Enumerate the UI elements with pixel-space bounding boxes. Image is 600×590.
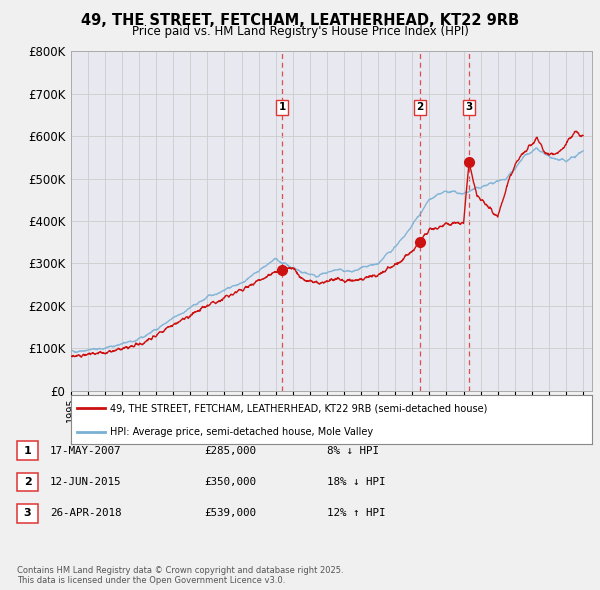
Text: 12% ↑ HPI: 12% ↑ HPI xyxy=(327,509,386,518)
Text: 3: 3 xyxy=(24,509,31,518)
Text: 49, THE STREET, FETCHAM, LEATHERHEAD, KT22 9RB: 49, THE STREET, FETCHAM, LEATHERHEAD, KT… xyxy=(81,13,519,28)
Text: 1: 1 xyxy=(24,446,31,455)
Text: 17-MAY-2007: 17-MAY-2007 xyxy=(50,446,121,455)
Text: 26-APR-2018: 26-APR-2018 xyxy=(50,509,121,518)
Text: HPI: Average price, semi-detached house, Mole Valley: HPI: Average price, semi-detached house,… xyxy=(110,427,373,437)
Text: Contains HM Land Registry data © Crown copyright and database right 2025.
This d: Contains HM Land Registry data © Crown c… xyxy=(17,566,343,585)
Text: 3: 3 xyxy=(466,102,473,112)
Text: 49, THE STREET, FETCHAM, LEATHERHEAD, KT22 9RB (semi-detached house): 49, THE STREET, FETCHAM, LEATHERHEAD, KT… xyxy=(110,404,487,414)
Text: 8% ↓ HPI: 8% ↓ HPI xyxy=(327,446,379,455)
Text: £285,000: £285,000 xyxy=(204,446,256,455)
Text: £539,000: £539,000 xyxy=(204,509,256,518)
Text: £350,000: £350,000 xyxy=(204,477,256,487)
Text: 12-JUN-2015: 12-JUN-2015 xyxy=(50,477,121,487)
Text: 2: 2 xyxy=(416,102,424,112)
Text: Price paid vs. HM Land Registry's House Price Index (HPI): Price paid vs. HM Land Registry's House … xyxy=(131,25,469,38)
Text: 1: 1 xyxy=(278,102,286,112)
Text: 18% ↓ HPI: 18% ↓ HPI xyxy=(327,477,386,487)
Text: 2: 2 xyxy=(24,477,31,487)
